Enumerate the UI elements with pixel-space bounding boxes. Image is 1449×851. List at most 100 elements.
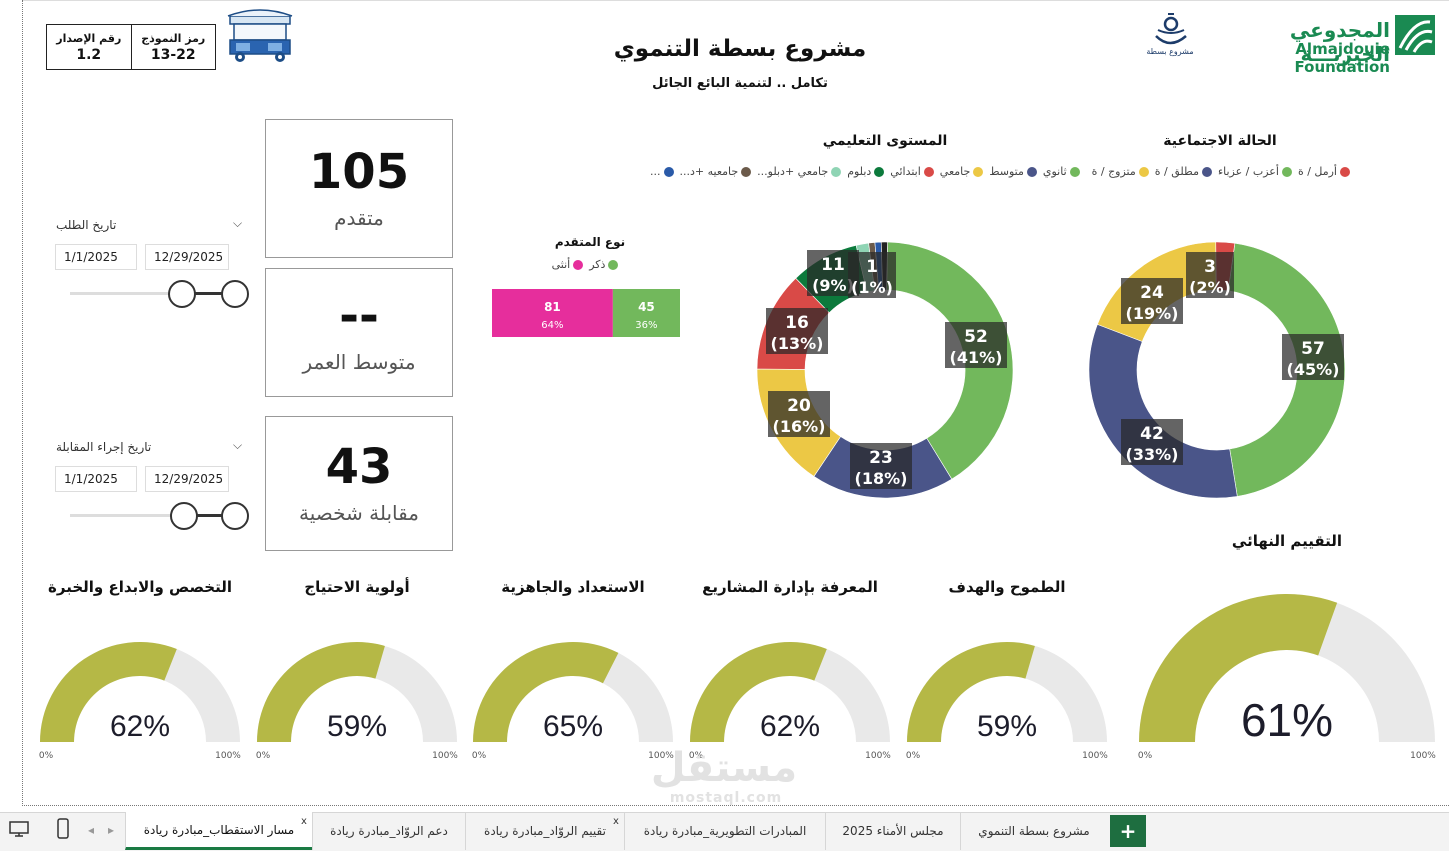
- donut-data-label: 24(19%): [1121, 278, 1183, 324]
- gauge-max-label: 100%: [432, 751, 458, 761]
- legend-item[interactable]: متزوج / ة: [1092, 165, 1149, 178]
- gender-bar-segment[interactable]: [612, 289, 680, 337]
- legend-dot: [1281, 166, 1292, 177]
- chevron-down-icon[interactable]: ⌵: [233, 438, 243, 452]
- gender-bar-percent-label: 64%: [541, 320, 563, 331]
- gender-bar-segment[interactable]: [492, 289, 613, 337]
- project-logo-caption: مشروع بسطة: [1146, 47, 1194, 56]
- gender-bar-value-label: 45: [638, 300, 655, 314]
- basta-logo-line: [1157, 29, 1185, 34]
- basta-logo-circle: [1163, 16, 1179, 32]
- donut-label-value: 24: [1140, 283, 1164, 303]
- interview-date-start-input[interactable]: 1/1/2025: [55, 466, 137, 492]
- legend-item-male[interactable]: ذكر: [589, 258, 619, 271]
- legend-item[interactable]: جامعي: [940, 165, 984, 178]
- legend-label: متوسط: [989, 165, 1024, 178]
- request-date-slider-start-handle[interactable]: [168, 280, 196, 308]
- legend-dot: [741, 166, 752, 177]
- tab-close-icon[interactable]: x: [613, 816, 619, 827]
- tab-basta-project[interactable]: مشروع بسطة التنموي: [960, 812, 1107, 850]
- chevron-down-icon[interactable]: ⌵: [233, 216, 243, 230]
- legend-item[interactable]: جامعيه +د...: [680, 165, 752, 178]
- legend-item-female[interactable]: أنثى: [552, 258, 584, 271]
- basta-project-logo-icon: [1155, 13, 1187, 45]
- tab-pioneers-support[interactable]: دعم الروّاد_مبادرة ريادة: [312, 812, 465, 850]
- request-date-slider-range: [194, 292, 222, 295]
- donut-slice[interactable]: [886, 241, 1014, 480]
- legend-item[interactable]: جامعي +دبلو...: [757, 165, 842, 178]
- gauge-fill: [690, 642, 827, 742]
- gauge-fill: [1139, 594, 1338, 742]
- mobile-view-icon[interactable]: [56, 818, 70, 840]
- legend-dot: [831, 166, 842, 177]
- education-chart-title: المستوى التعليمي: [822, 133, 948, 149]
- donut-label-background: [768, 391, 830, 437]
- donut-slice[interactable]: [1088, 323, 1238, 499]
- tab-label: مشروع بسطة التنموي: [978, 824, 1090, 838]
- legend-item[interactable]: ...: [650, 165, 674, 178]
- tab-scroll-prev-icon[interactable]: ◂: [88, 823, 95, 837]
- legend-item[interactable]: ثانوي: [1043, 165, 1080, 178]
- kpi-interviews-value: 43: [325, 438, 393, 495]
- tab-development-initiatives[interactable]: المبادرات التطويرية_مبادرة ريادة: [624, 812, 825, 850]
- marital-chart-legend: أرمل / ة أعزب / عزباء مطلق / ة متزوج / ة: [1060, 165, 1350, 178]
- desktop-view-icon[interactable]: [8, 820, 30, 838]
- gauge-min-label: 0%: [256, 751, 271, 761]
- request-date-start-input[interactable]: 1/1/2025: [55, 244, 137, 270]
- legend-label: ثانوي: [1042, 165, 1067, 178]
- interview-date-slider-start-handle[interactable]: [170, 502, 198, 530]
- kpi-interviews-label: مقابلة شخصية: [299, 500, 419, 525]
- page-frame-left: [22, 0, 23, 806]
- gauge-value: 59%: [327, 710, 387, 743]
- watermark-domain: mostaql.com: [669, 790, 783, 806]
- logo-stroke-1: [1398, 20, 1431, 49]
- legend-label: أرمل / ة: [1297, 165, 1337, 178]
- page-subtitle: تكامل .. لتنمية البائع الجائل: [652, 76, 828, 91]
- page-title: مشروع بسطة التنموي: [613, 36, 867, 62]
- cart-panel-left: [236, 43, 250, 51]
- add-page-button[interactable]: +: [1110, 815, 1146, 847]
- interview-date-slider-end-handle[interactable]: [221, 502, 249, 530]
- donut-label-percent: (45%): [1287, 360, 1340, 379]
- gender-bar-percent-label: 36%: [635, 320, 657, 331]
- legend-item[interactable]: ابتدائي: [890, 165, 934, 178]
- cart-hub-left: [238, 55, 242, 59]
- tab-board-of-trustees[interactable]: مجلس الأمناء 2025: [825, 812, 960, 850]
- request-date-slicer-title: تاريخ الطلب: [56, 218, 117, 232]
- model-code-cell: رمز النموذج 13-22: [132, 25, 216, 69]
- tab-recruitment-track[interactable]: مسار الاستقطاب_مبادرة ريادة: [125, 812, 312, 850]
- legend-label-female: أنثى: [551, 258, 571, 271]
- donut-label-percent: (33%): [1126, 445, 1179, 464]
- request-date-slider-track: [70, 292, 182, 295]
- legend-dot: [1026, 166, 1037, 177]
- legend-dot: [923, 166, 934, 177]
- donut-label-percent: (19%): [1126, 304, 1179, 323]
- gauge-fill: [40, 642, 177, 742]
- donut-label-background: [848, 252, 896, 298]
- legend-item[interactable]: دبلوم: [847, 165, 885, 178]
- donut-label-value: 42: [1140, 424, 1164, 444]
- legend-label: متزوج / ة: [1091, 165, 1136, 178]
- tab-close-icon[interactable]: x: [301, 816, 307, 827]
- gauge-max-label: 100%: [648, 751, 674, 761]
- legend-label: أعزب / عزباء: [1217, 165, 1279, 178]
- legend-item[interactable]: مطلق / ة: [1155, 165, 1212, 178]
- legend-item[interactable]: أعزب / عزباء: [1218, 165, 1292, 178]
- request-date-end-input[interactable]: 12/29/2025: [145, 244, 229, 270]
- donut-label-background: [1186, 252, 1234, 298]
- interview-date-end-input[interactable]: 12/29/2025: [145, 466, 229, 492]
- legend-item[interactable]: أرمل / ة: [1298, 165, 1350, 178]
- phone-body: [57, 818, 69, 839]
- request-date-slider-end-handle[interactable]: [221, 280, 249, 308]
- kpi-applicants-value: 105: [308, 143, 410, 200]
- donut-label-background: [945, 322, 1007, 368]
- gauge-max-label: 100%: [865, 751, 891, 761]
- legend-item[interactable]: متوسط: [989, 165, 1037, 178]
- tab-pioneers-evaluation[interactable]: تقييم الروّاد_مبادرة ريادة: [465, 812, 624, 850]
- cart-panel-right: [268, 43, 282, 51]
- watermark-logo: مستقل: [650, 745, 798, 791]
- donut-label-background: [850, 443, 912, 489]
- evaluation-gauges: التقييم النهائي 61% 0% 100% الطموح والهدف 59%…: [39, 532, 1436, 761]
- tab-scroll-next-icon[interactable]: ▸: [108, 823, 115, 837]
- legend-label: مطلق / ة: [1154, 165, 1199, 178]
